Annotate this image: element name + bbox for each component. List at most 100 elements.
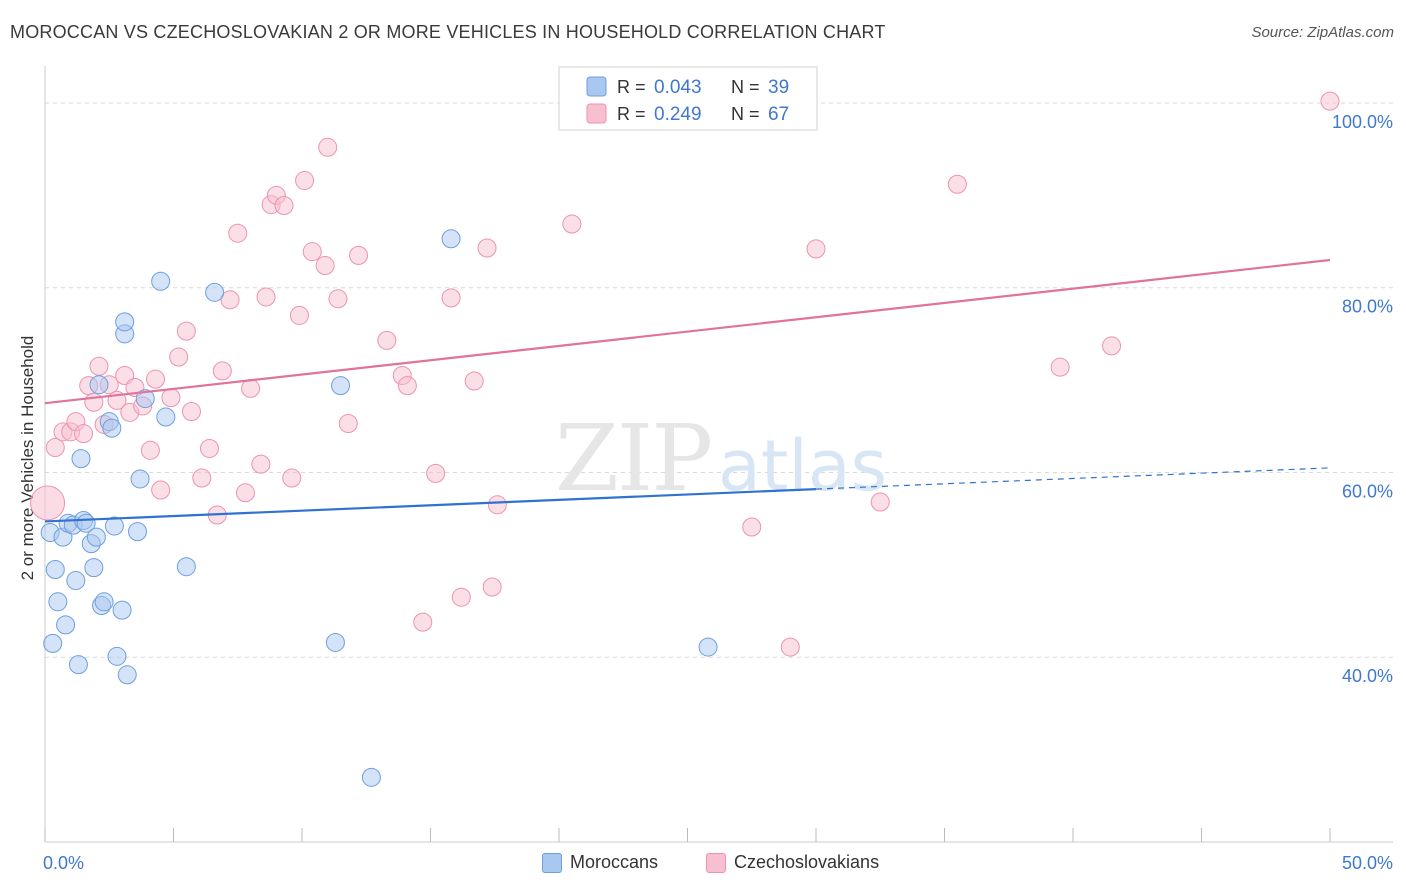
moroccans-trend-line	[44, 488, 817, 523]
czechoslovakians-point-54	[482, 577, 502, 597]
moroccans-point-25	[117, 665, 137, 685]
czechoslovakians-point-48	[413, 612, 433, 632]
legend-label-moroccans: Moroccans	[570, 852, 659, 872]
czechoslovakians-point-16	[140, 440, 160, 460]
moroccans-point-28	[135, 389, 155, 409]
czechoslovakians-point-32	[256, 287, 276, 307]
czechoslovakians-point-28	[228, 223, 248, 243]
moroccans-points	[40, 229, 718, 787]
czechoslovakians-point-50	[441, 288, 461, 308]
czechoslovakians-point-37	[289, 305, 309, 325]
source-credit: Source: ZipAtlas.com	[1251, 24, 1394, 41]
y-tick-label-1: 60.0%	[1342, 481, 1393, 501]
moroccans-point-35	[361, 767, 381, 787]
moroccans-point-18	[94, 592, 114, 612]
czechoslovakians-point-55	[562, 214, 582, 234]
czechoslovakians-point-41	[318, 137, 338, 157]
czechoslovakians-point-45	[377, 330, 397, 350]
y-tick-label-2: 80.0%	[1342, 297, 1393, 317]
legend-r-value-1: 0.043	[654, 77, 702, 98]
legend-n-label-1: N =	[731, 77, 760, 97]
legend-item-moroccans: Moroccans	[542, 852, 658, 873]
czechoslovakians-point-49	[426, 463, 446, 483]
czechoslovakians-point-5	[74, 424, 94, 444]
x-tick-labels: 0.0% 50.0%	[43, 853, 1393, 873]
legend-swatch-moroccans	[586, 76, 607, 97]
czechoslovakians-points	[30, 91, 1340, 657]
x-tick-label-1: 50.0%	[1342, 853, 1393, 873]
moroccans-point-22	[107, 646, 127, 666]
czechoslovakians-point-57	[742, 517, 762, 537]
moroccans-trend-extension	[815, 467, 1331, 490]
moroccans-point-30	[156, 407, 176, 427]
czechoslovakians-point-63	[1102, 336, 1122, 356]
czechoslovakians-point-20	[169, 347, 189, 367]
moroccans-point-10	[71, 449, 91, 469]
legend-item-czechoslovakians: Czechoslovakians	[706, 852, 879, 873]
czechoslovakians-point-42	[328, 289, 348, 309]
moroccans-point-3	[48, 592, 68, 612]
moroccans-point-31	[176, 557, 196, 577]
moroccans-point-16	[89, 375, 109, 395]
czechoslovakians-point-18	[151, 480, 171, 500]
czechoslovakians-point-27	[220, 290, 240, 310]
legend-r-value-2: 0.249	[654, 104, 702, 125]
czechoslovakians-point-19	[161, 388, 181, 408]
moroccans-point-33	[325, 632, 345, 652]
y-tick-labels: 40.0% 60.0% 80.0% 100.0%	[1332, 112, 1393, 686]
czechoslovakians-point-26	[212, 361, 232, 381]
czechoslovakians-point-47	[397, 376, 417, 396]
czechoslovakians-point-36	[282, 468, 302, 488]
chart-title: MOROCCAN VS CZECHOSLOVAKIAN 2 OR MORE VE…	[10, 22, 886, 42]
czechoslovakians-point-30	[241, 378, 261, 398]
czechoslovakians-point-39	[302, 242, 322, 262]
moroccans-point-14	[84, 558, 104, 578]
czechoslovakians-point-22	[181, 402, 201, 422]
axes	[44, 66, 1393, 843]
y-tick-label-3: 100.0%	[1332, 112, 1393, 132]
legend-n-label-2: N =	[731, 104, 760, 124]
moroccans-point-36	[441, 229, 461, 249]
legend-r-label-1: R =	[617, 77, 646, 97]
czechoslovakians-point-60	[870, 492, 890, 512]
x-tick-label-0: 0.0%	[43, 853, 84, 873]
grid-lines	[45, 102, 1393, 658]
moroccans-point-1	[43, 633, 63, 653]
legend-swatch	[542, 852, 562, 873]
legend-swatch	[706, 852, 726, 873]
moroccans-point-29	[151, 271, 171, 291]
moroccans-point-15	[86, 527, 106, 547]
czechoslovakians-point-44	[349, 245, 369, 265]
moroccans-point-23	[112, 600, 132, 620]
legend-top: R = 0.043 N = 39 R = 0.249 N = 67	[558, 66, 818, 131]
czechoslovakians-point-29	[235, 483, 255, 503]
moroccans-point-9	[68, 655, 88, 675]
czechoslovakians-point-62	[1050, 357, 1070, 377]
y-tick-label-0: 40.0%	[1342, 666, 1393, 686]
moroccans-point-20	[102, 418, 122, 438]
czechoslovakians-point-35	[274, 195, 294, 215]
moroccans-point-38	[115, 312, 135, 332]
czechoslovakians-point-1	[45, 438, 65, 458]
czechoslovakians-point-40	[315, 256, 335, 276]
legend-label-czechoslovakians: Czechoslovakians	[734, 852, 880, 872]
moroccans-point-27	[130, 469, 150, 489]
czechoslovakians-point-61	[947, 174, 967, 194]
czechoslovakians-point-66	[487, 495, 507, 515]
czechoslovakians-point-17	[146, 369, 166, 389]
czechoslovakians-point-8	[89, 356, 109, 376]
czechoslovakians-point-58	[780, 637, 800, 657]
legend-bottom: Moroccans Czechoslovakians	[0, 850, 1406, 880]
czechoslovakians-trend-line	[44, 258, 1331, 405]
legend-n-value-2: 67	[768, 104, 789, 125]
moroccans-point-2	[45, 559, 65, 579]
legend-n-value-1: 39	[768, 77, 789, 98]
czechoslovakians-point-53	[477, 238, 497, 258]
legend-swatch-czechoslovakians	[586, 103, 607, 124]
czechoslovakians-point-59	[806, 239, 826, 259]
moroccans-point-5	[56, 615, 76, 635]
moroccans-point-34	[331, 376, 351, 396]
moroccans-point-8	[66, 571, 86, 591]
czechoslovakians-point-21	[176, 321, 196, 341]
